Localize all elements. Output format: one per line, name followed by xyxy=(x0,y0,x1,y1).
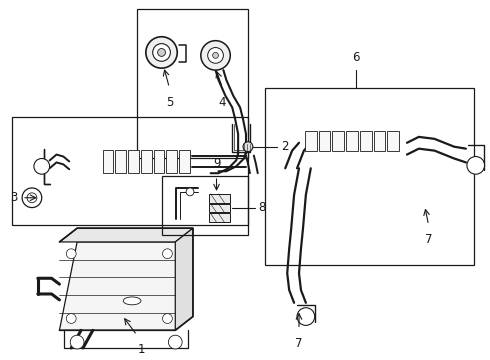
Circle shape xyxy=(201,41,230,70)
Bar xyxy=(373,131,386,150)
Circle shape xyxy=(153,44,171,61)
Text: 6: 6 xyxy=(352,51,360,64)
Bar xyxy=(318,131,330,150)
Bar xyxy=(332,131,344,150)
Polygon shape xyxy=(175,228,193,330)
Bar xyxy=(388,131,399,150)
Bar xyxy=(128,150,139,173)
Circle shape xyxy=(158,49,166,57)
Bar xyxy=(209,194,230,203)
Bar xyxy=(265,88,474,265)
Text: 1: 1 xyxy=(138,343,146,356)
Circle shape xyxy=(146,37,177,68)
Bar xyxy=(360,131,371,150)
Circle shape xyxy=(169,335,182,349)
Circle shape xyxy=(213,53,219,58)
Circle shape xyxy=(186,188,194,196)
Polygon shape xyxy=(59,228,193,242)
Bar xyxy=(137,9,248,158)
Circle shape xyxy=(163,314,172,323)
Ellipse shape xyxy=(123,297,141,305)
Circle shape xyxy=(66,314,76,323)
Bar xyxy=(12,117,248,225)
Bar xyxy=(305,131,317,150)
Bar xyxy=(346,131,358,150)
Circle shape xyxy=(66,249,76,258)
Text: 4: 4 xyxy=(219,96,226,109)
Text: 3: 3 xyxy=(11,191,18,204)
Circle shape xyxy=(467,157,485,174)
Circle shape xyxy=(22,188,42,208)
Text: 7: 7 xyxy=(295,337,303,350)
Bar xyxy=(179,150,190,173)
Bar xyxy=(154,150,165,173)
Bar xyxy=(141,150,152,173)
Bar xyxy=(167,150,177,173)
Circle shape xyxy=(70,335,84,349)
Text: 9: 9 xyxy=(213,157,220,170)
Bar xyxy=(209,204,230,212)
Polygon shape xyxy=(59,242,193,330)
Text: 5: 5 xyxy=(166,96,173,109)
Circle shape xyxy=(208,48,223,63)
Circle shape xyxy=(243,142,253,152)
Text: 2: 2 xyxy=(281,140,289,153)
Bar xyxy=(162,176,248,235)
Circle shape xyxy=(34,158,49,174)
Text: 7: 7 xyxy=(425,233,432,246)
Circle shape xyxy=(297,308,315,325)
Bar xyxy=(209,213,230,222)
Circle shape xyxy=(163,249,172,258)
Bar xyxy=(102,150,113,173)
Text: 8: 8 xyxy=(258,201,265,214)
Circle shape xyxy=(27,193,37,203)
Bar xyxy=(116,150,126,173)
